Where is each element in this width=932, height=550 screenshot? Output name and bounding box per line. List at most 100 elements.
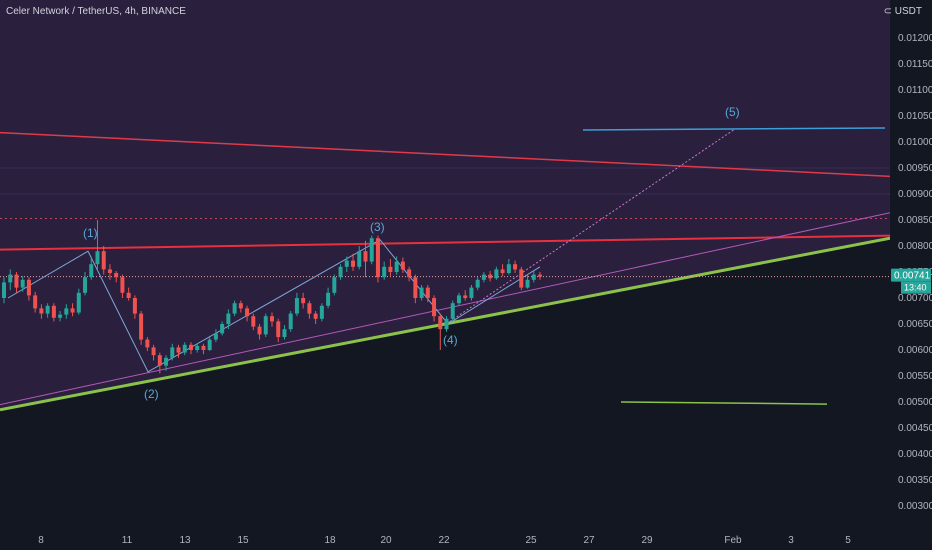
candle-body [20, 279, 25, 288]
candle [120, 274, 125, 298]
x-tick-label: 18 [324, 535, 336, 546]
candle-body [375, 238, 380, 278]
candle [276, 318, 281, 343]
y-tick-label: 0.01100 [898, 85, 932, 96]
candle [39, 304, 44, 319]
candle [245, 305, 250, 322]
candle [207, 337, 212, 352]
countdown-badge [901, 281, 931, 294]
candle [157, 352, 162, 374]
candle-body [294, 298, 299, 314]
candle [525, 274, 530, 289]
candle [151, 344, 156, 361]
candle [419, 285, 424, 301]
candle [488, 270, 493, 282]
candle [164, 355, 169, 371]
y-tick-label: 0.01200 [898, 33, 932, 44]
candle-body [14, 274, 19, 288]
time-axis[interactable]: 8 11 13 15 18 20 22 25 27 29 Feb 3 5 [0, 530, 890, 550]
candle [176, 344, 181, 358]
candle [326, 287, 331, 309]
candle [444, 316, 449, 332]
candle-body [344, 260, 349, 267]
candle [357, 246, 362, 270]
candle [101, 246, 106, 275]
candle-body [475, 279, 480, 288]
x-tick-label: 3 [788, 535, 794, 546]
candle [251, 313, 256, 331]
currency-bracket: ⊂ [883, 6, 895, 17]
candle [45, 303, 50, 318]
candle [363, 240, 368, 278]
y-tick-label: 0.00950 [898, 163, 932, 174]
candle [456, 292, 461, 306]
candle-body [213, 333, 218, 340]
candle-body [51, 305, 56, 318]
candle-body [145, 339, 150, 348]
x-tick-label: Feb [724, 535, 742, 546]
y-tick-label: 0.00400 [898, 449, 932, 460]
candle [338, 264, 343, 280]
candle-body [525, 279, 530, 288]
candle [51, 303, 56, 322]
purple-zone-layer [0, 0, 890, 410]
x-tick-label: 15 [237, 535, 249, 546]
candle [2, 277, 6, 304]
candle-body [207, 339, 212, 350]
candle [238, 300, 243, 313]
candle [413, 274, 418, 304]
candle [382, 261, 387, 280]
candle-body [319, 305, 324, 319]
candle [344, 256, 349, 272]
candle [313, 311, 318, 324]
trendline-blue-target [582, 127, 886, 131]
candle-body [64, 308, 69, 315]
candle [145, 337, 150, 352]
candle [76, 288, 81, 315]
candle [351, 253, 356, 271]
chart-title: Celer Network / TetherUS, 4h, BINANCE [6, 6, 186, 17]
candle-body [513, 264, 518, 270]
wave-label: (2) [144, 387, 159, 401]
x-tick-label: 27 [583, 535, 595, 546]
candle-body [519, 269, 524, 288]
candle-body [83, 277, 88, 293]
y-tick-label: 0.00600 [898, 345, 932, 356]
candle-body [307, 303, 312, 314]
candle-body [151, 347, 156, 356]
candle [182, 342, 187, 356]
candle-body [26, 279, 31, 296]
candle [139, 311, 144, 345]
time-axis-bg [0, 530, 890, 550]
candle [400, 257, 405, 274]
candle-body [126, 292, 131, 298]
candle-body [463, 295, 468, 298]
candle [226, 309, 231, 330]
trendline-green-target [620, 401, 828, 405]
candle-body [538, 274, 542, 277]
y-tick-label: 0.00350 [898, 475, 932, 486]
candle-body [201, 345, 206, 350]
candle [475, 277, 480, 291]
candle [107, 264, 112, 280]
candle-body [282, 329, 287, 337]
candle-body [8, 274, 13, 283]
x-tick-label: 25 [525, 535, 537, 546]
candle [301, 292, 306, 309]
candle-body [500, 269, 505, 274]
candle [369, 235, 374, 265]
x-tick-label: 22 [438, 535, 450, 546]
candle-body [226, 313, 231, 324]
x-tick-label: 29 [641, 535, 653, 546]
candle [319, 303, 324, 322]
price-axis[interactable]: 0.01200 0.01150 0.01100 0.01050 0.01000 0.009… [890, 0, 932, 550]
candle-body [400, 261, 405, 270]
currency-label[interactable]: ⊂ USDT [884, 6, 922, 17]
candle-body [388, 266, 393, 272]
candle-body [382, 266, 387, 278]
candle-body [89, 264, 94, 278]
candle-body [450, 303, 455, 319]
candle-body [101, 251, 106, 270]
candle [232, 300, 237, 317]
